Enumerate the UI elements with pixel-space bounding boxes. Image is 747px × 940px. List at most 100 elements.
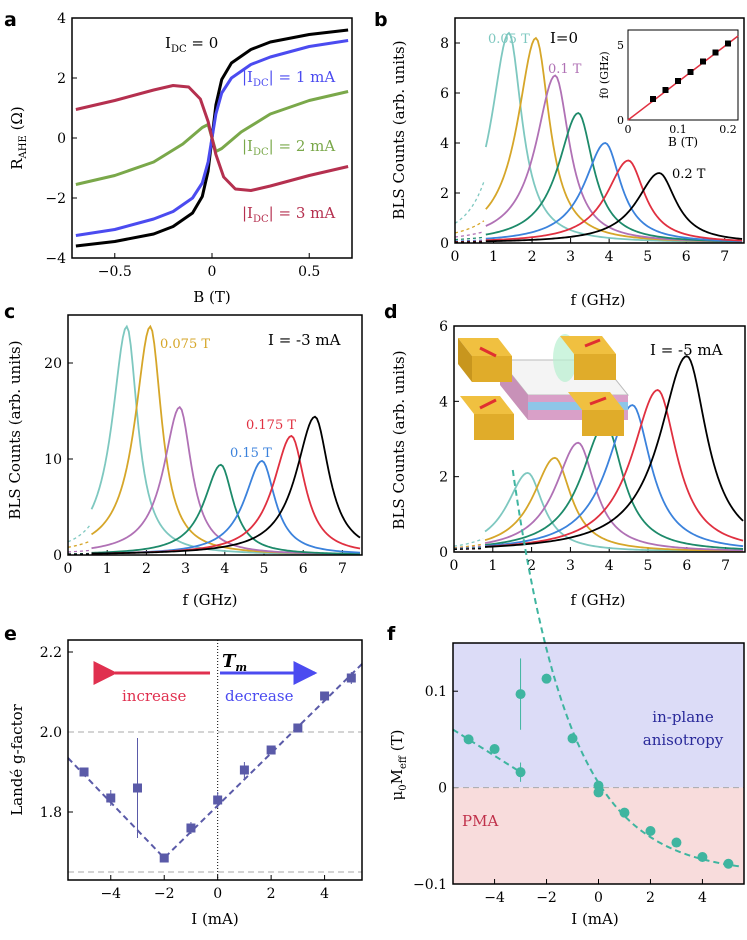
x-tick-label-c: 4 — [220, 561, 229, 577]
peak-fit-c-0 — [67, 525, 91, 543]
data-point — [106, 793, 116, 803]
series-line-a-3 — [75, 84, 349, 192]
x-tick-label-f: 2 — [646, 890, 655, 906]
y-axis-label-a-main: R — [8, 158, 26, 170]
data-point — [213, 795, 223, 805]
x-tick-label-b: 0 — [451, 249, 460, 265]
x-axis-label-d: f (GHz) — [571, 591, 626, 609]
peak-line-d-6 — [484, 355, 744, 548]
x-tick-label-d: 5 — [644, 558, 653, 574]
x-tick-label-d: 4 — [605, 558, 614, 574]
x-tick-label-d: 1 — [488, 558, 497, 574]
inset-point — [700, 58, 706, 65]
label-idc2: |IDC| = 2 mA — [242, 137, 335, 158]
data-point — [697, 852, 708, 863]
x-tick-label-e: 0 — [213, 886, 222, 902]
data-point — [346, 673, 356, 683]
x-tick-label-b: 1 — [489, 249, 498, 265]
field-label-c-0075: 0.075 T — [160, 337, 210, 352]
peak-fit-b-1 — [454, 220, 485, 234]
plot-frame-e — [67, 639, 363, 881]
annotation-d: I = -5 mA — [650, 341, 723, 359]
x-tick-label-a: 0.5 — [298, 264, 320, 280]
y-tick-label-c: 10 — [44, 452, 62, 468]
plot-frame-b — [454, 17, 745, 244]
x-tick-label-b: 7 — [720, 249, 729, 265]
x-tick-label-c: 2 — [142, 561, 151, 577]
field-label-c-0175: 0.175 T — [246, 418, 296, 433]
plot-frame-a — [71, 17, 353, 259]
data-point — [567, 733, 578, 744]
y-tick-label-f: 0.1 — [425, 684, 447, 700]
region-in-plane — [453, 643, 744, 788]
inset-x-label: B (T) — [668, 135, 698, 149]
x-tick-label-a: 0 — [208, 264, 217, 280]
label-idc1: |IDC| = 1 mA — [242, 68, 335, 89]
inset-x-tick-label: 0.1 — [669, 123, 687, 136]
panel-label-c: c — [4, 301, 15, 323]
data-point — [79, 767, 89, 777]
panel-label-d: d — [384, 301, 398, 323]
field-label-b-005: 0.05 T — [488, 32, 530, 47]
x-tick-label-c: 3 — [181, 561, 190, 577]
y-axis-label-f-sub0: 0 — [398, 784, 409, 790]
data-point — [541, 673, 552, 684]
data-point — [593, 787, 604, 798]
peak-line-c-3 — [91, 463, 361, 555]
peak-fit-b-2 — [454, 231, 485, 238]
inset-point — [687, 69, 694, 75]
inset-fit-line — [627, 35, 739, 121]
x-axis-label-b: f (GHz) — [571, 291, 626, 309]
panel-label-f: f — [387, 623, 396, 645]
y-tick-label-a: 0 — [57, 131, 66, 147]
y-tick-label-a: −2 — [45, 191, 66, 207]
decrease-label: decrease — [225, 687, 294, 705]
x-tick-label-d: 3 — [566, 558, 575, 574]
data-point — [293, 723, 303, 733]
data-point — [320, 691, 330, 701]
y-axis-label-e: Landé g-factor — [8, 703, 26, 815]
fit-line-e — [67, 663, 363, 860]
peak-fit-b-4 — [454, 239, 484, 242]
x-tick-label-e: 4 — [320, 886, 329, 902]
y-axis-label-a-unit: (Ω) — [8, 106, 26, 135]
x-tick-label-e: 2 — [267, 886, 276, 902]
x-axis-label-c: f (GHz) — [183, 591, 238, 609]
data-point — [515, 689, 526, 700]
x-tick-label-a: −0.5 — [98, 264, 132, 280]
peak-line-b-3 — [485, 111, 743, 243]
data-point — [463, 734, 474, 745]
peak-line-b-5 — [485, 159, 743, 242]
inset-x-tick-label: 0.2 — [719, 123, 737, 136]
panel-label-b: b — [374, 9, 388, 31]
y-tick-label-b: 8 — [440, 36, 449, 52]
y-axis-label-a-sub: AHE — [18, 135, 29, 159]
y-tick-label-d: 6 — [439, 319, 448, 335]
y-axis-label-f-sub-eff: eff — [398, 755, 409, 769]
x-tick-label-f: −2 — [536, 890, 557, 906]
increase-label: increase — [122, 687, 187, 705]
chart-panel-a: −0.5 0 0.5 4 2 0 −2 −4 B (T) RAHE (Ω) IDC = 0 |… — [8, 11, 353, 306]
x-tick-label-d: 7 — [721, 558, 730, 574]
data-point — [619, 807, 630, 818]
plot-frame-c — [67, 314, 363, 556]
plot-frame-d — [453, 325, 746, 553]
y-tick-label-b: 6 — [440, 86, 449, 102]
y-tick-label-f: 0 — [438, 781, 447, 797]
chart-panel-f: −4 −2 0 2 40.10−0.1 I (mA) μ0Meff (T) in-pla… — [388, 469, 745, 928]
y-tick-label-e: 1.8 — [40, 805, 62, 821]
peak-fit-d-0 — [453, 537, 484, 547]
x-tick-label-f: 0 — [594, 890, 603, 906]
peak-line-d-2 — [484, 441, 744, 552]
peak-fit-c-1 — [67, 540, 90, 548]
panel-label-e: e — [4, 623, 17, 645]
peak-fit-d-6 — [453, 547, 484, 550]
inset-y-label: f0 (GHz) — [598, 51, 611, 98]
x-tick-label-b: 3 — [566, 249, 575, 265]
peak-fit-b-3 — [454, 236, 484, 241]
region-label-in-plane-2: anisotropy — [643, 731, 724, 749]
peak-line-b-6 — [485, 172, 743, 243]
x-tick-label-b: 5 — [643, 249, 652, 265]
annotation-b: I=0 — [550, 29, 578, 47]
